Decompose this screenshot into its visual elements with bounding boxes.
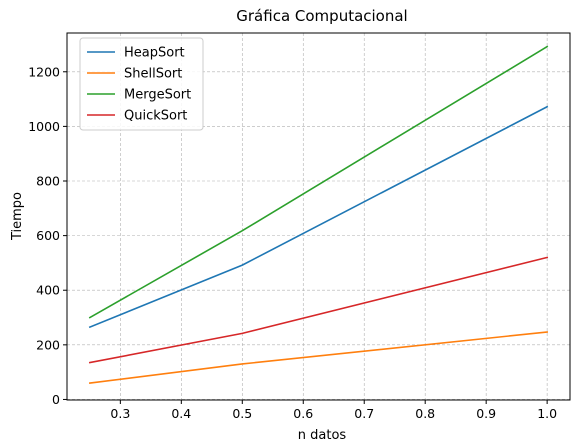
legend-label-quicksort: QuickSort: [124, 109, 187, 124]
y-tick-label: 0: [52, 392, 60, 407]
data-series: [88, 45, 549, 384]
x-tick-label: 0.7: [354, 406, 374, 421]
legend: HeapSort ShellSort MergeSort QuickSort: [79, 37, 204, 131]
y-tick-label: 1000: [28, 119, 60, 134]
plot-area-frame: [66, 32, 571, 401]
x-tick-label: 0.9: [476, 406, 496, 421]
series-line-shellsort: [88, 331, 549, 384]
x-tick-label: 1.0: [537, 406, 557, 421]
x-axis-label: n datos: [298, 428, 347, 443]
series-line-heapsort: [88, 105, 549, 329]
x-tick-label: 0.4: [171, 406, 191, 421]
y-tick-label: 800: [36, 174, 60, 189]
series-line-quicksort: [88, 256, 549, 364]
y-tick-label: 600: [36, 228, 60, 243]
x-tick-label: 0.3: [110, 406, 130, 421]
series-line-mergesort: [88, 45, 549, 319]
legend-label-heapsort: HeapSort: [124, 46, 185, 61]
y-tick-label: 200: [36, 337, 60, 352]
y-tick-label: 1200: [28, 64, 60, 79]
y-axis-ticks: 0 200 400 600 800 1000 1200: [28, 64, 67, 407]
x-tick-label: 0.5: [232, 406, 252, 421]
legend-label-mergesort: MergeSort: [124, 88, 191, 103]
grid-lines: [67, 33, 570, 400]
x-tick-label: 0.8: [415, 406, 435, 421]
x-tick-label: 0.6: [293, 406, 313, 421]
legend-box: [79, 37, 204, 131]
x-axis-ticks: 0.3 0.4 0.5 0.6 0.7 0.8 0.9 1.0: [110, 400, 557, 421]
y-tick-label: 400: [36, 283, 60, 298]
y-axis-label: Tiempo: [10, 192, 25, 241]
chart-title: Gráfica Computacional: [236, 7, 407, 25]
legend-label-shellsort: ShellSort: [124, 67, 182, 82]
